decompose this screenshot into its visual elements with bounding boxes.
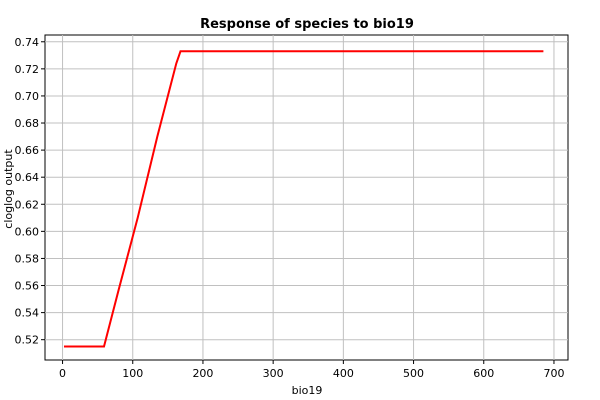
y-tick-label: 0.70 [15, 90, 40, 103]
y-tick-label: 0.74 [15, 36, 40, 49]
y-tick-label: 0.68 [15, 117, 40, 130]
x-tick-label: 200 [192, 367, 213, 380]
y-tick-label: 0.72 [15, 63, 40, 76]
grid [45, 35, 568, 360]
x-tick-label: 0 [59, 367, 66, 380]
y-tick-label: 0.60 [15, 225, 40, 238]
y-axis: 0.52 0.54 0.56 0.58 0.60 0.62 0.64 0.66 0.68 0.70… [15, 36, 45, 347]
x-tick-label: 600 [473, 367, 494, 380]
x-axis-label: bio19 [292, 384, 323, 397]
plot-area [44, 34, 569, 361]
series-line [64, 50, 544, 348]
x-tick-label: 300 [263, 367, 284, 380]
x-tick-label: 700 [543, 367, 564, 380]
x-axis: 0 100 200 300 400 500 600 700 [59, 360, 564, 380]
y-tick-label: 0.62 [15, 198, 40, 211]
y-tick-label: 0.58 [15, 252, 40, 265]
y-axis-label: cloglog output [2, 149, 15, 229]
x-tick-label: 500 [403, 367, 424, 380]
y-tick-label: 0.64 [15, 171, 40, 184]
x-tick-label: 100 [122, 367, 143, 380]
y-tick-label: 0.54 [15, 307, 40, 320]
chart-title: Response of species to bio19 [200, 17, 414, 32]
y-tick-label: 0.66 [15, 144, 40, 157]
y-tick-label: 0.56 [15, 280, 40, 293]
series-layer [64, 50, 544, 348]
y-tick-label: 0.52 [15, 334, 40, 347]
x-tick-label: 400 [333, 367, 354, 380]
